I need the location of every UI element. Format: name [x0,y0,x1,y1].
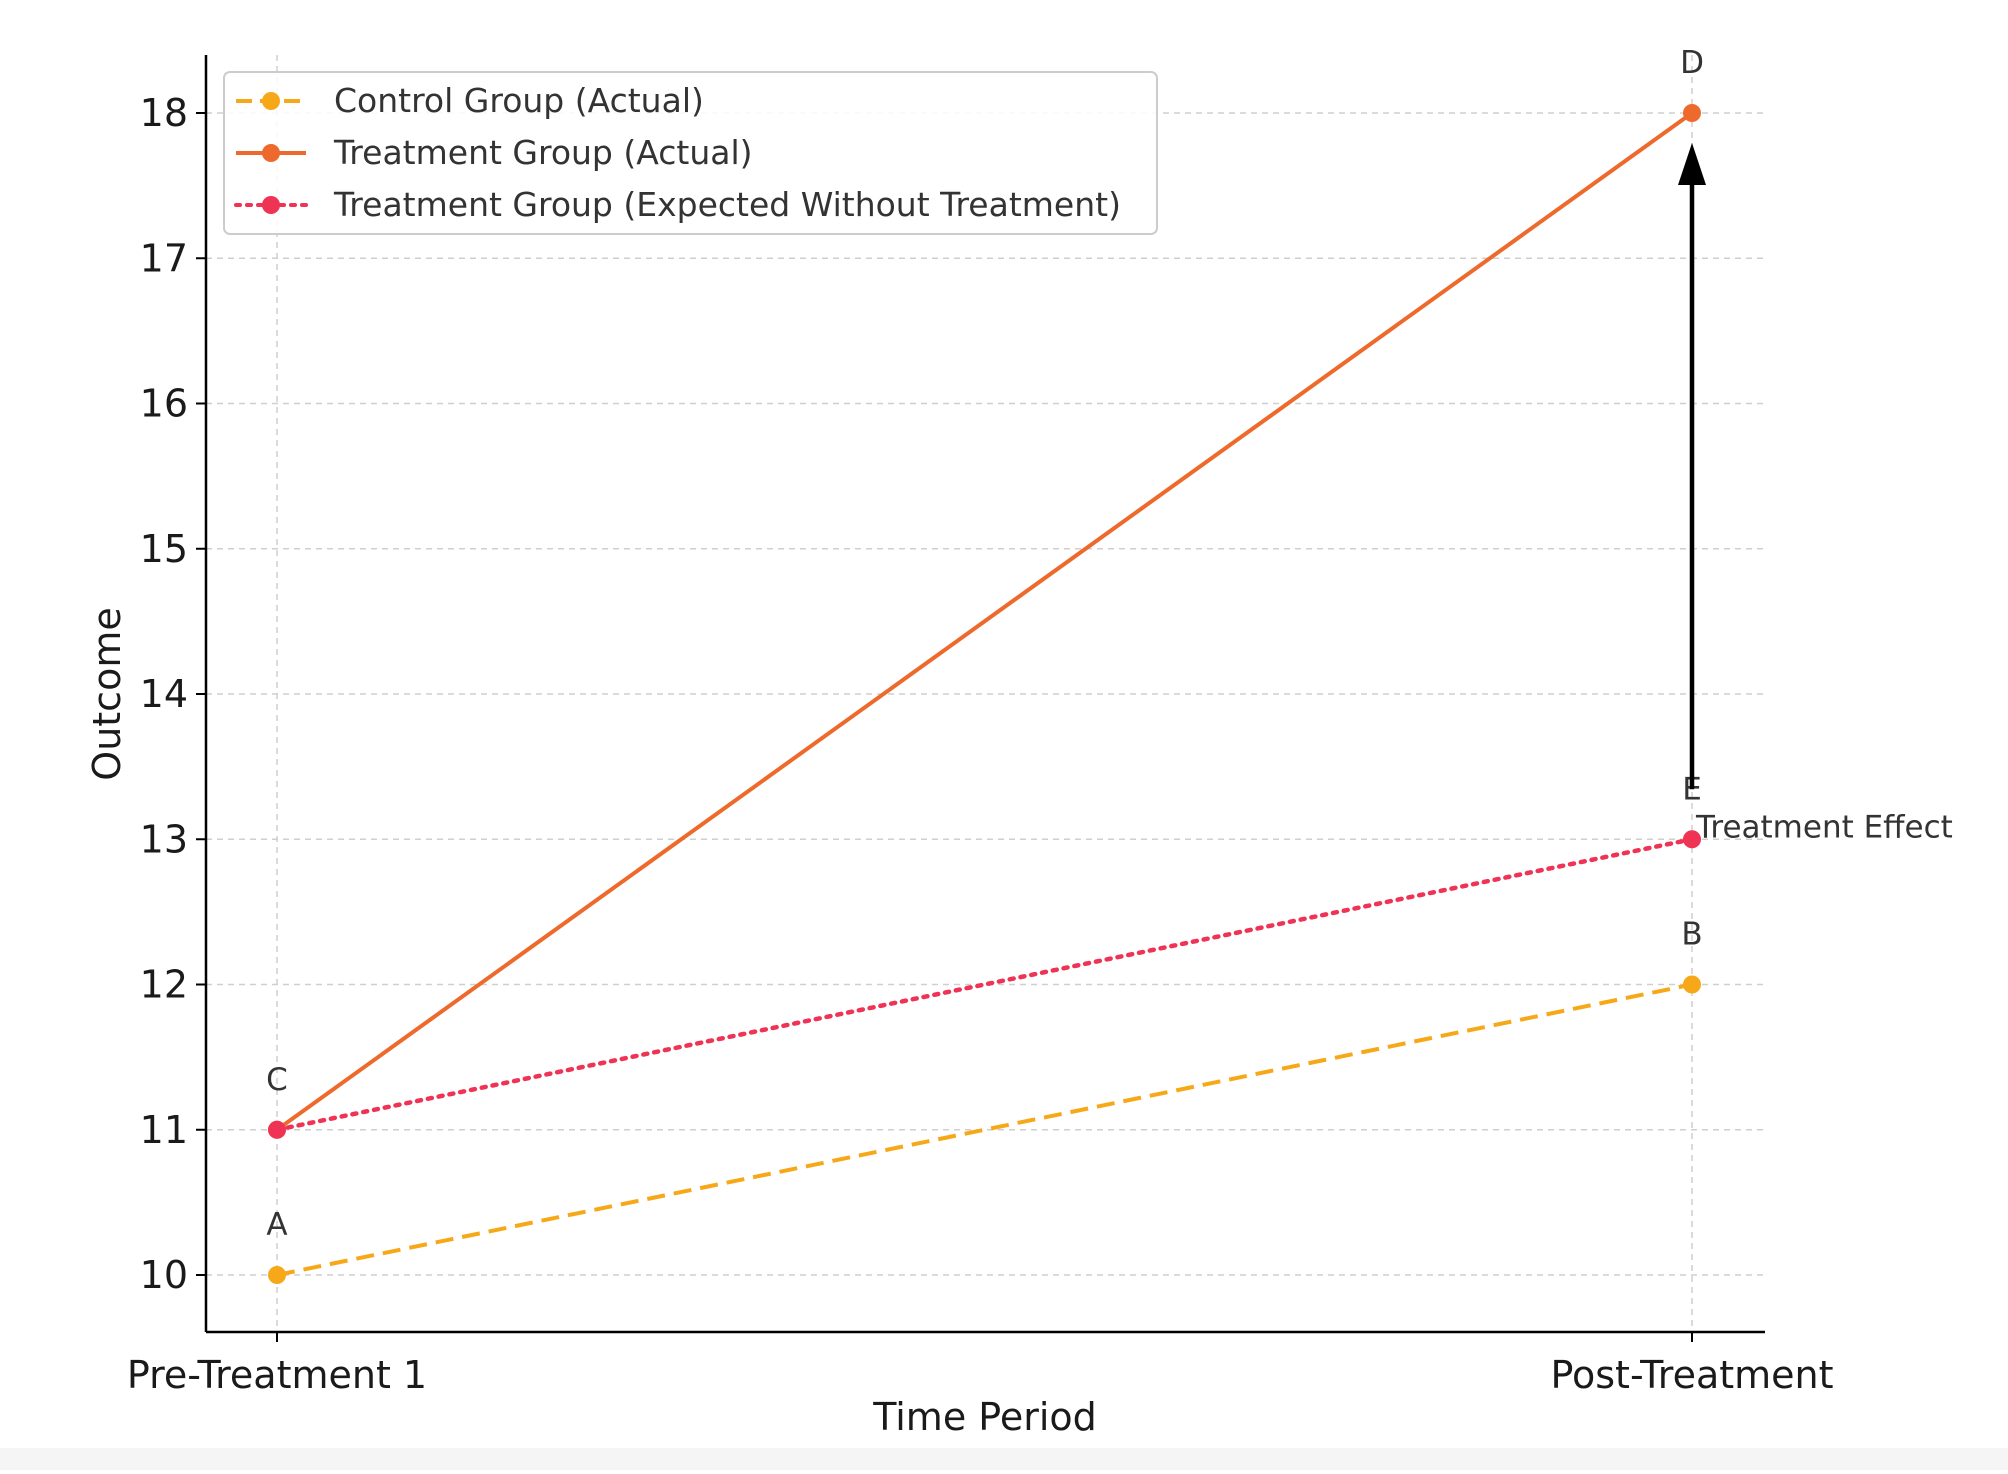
y-axis-label: Outcome [85,607,129,780]
series-line [275,111,1694,1132]
annotation-arrow-head [1678,143,1706,185]
data-point [268,1120,286,1139]
y-tick-label: 14 [140,672,188,716]
point-label: B [1681,917,1702,953]
y-tick-label: 16 [140,382,188,426]
point-label: D [1680,45,1704,81]
y-tick-label: 18 [140,91,188,135]
data-point [1683,830,1701,849]
data-point [1683,104,1701,122]
y-tick-label: 12 [140,963,188,1007]
legend-box [223,71,1158,235]
series: ABCDE [266,45,1704,1284]
x-tick-label: Pre-Treatment 1 [127,1353,427,1397]
x-tick-label: Post-Treatment [1550,1353,1833,1397]
legend-entry: Treatment Group (Expected Without Treatm… [333,185,1121,224]
data-point [268,1266,286,1284]
annotation-label: Treatment Effect [1695,809,1953,845]
legend-entry: Treatment Group (Actual) [333,133,753,172]
legend-swatch-marker [262,196,280,214]
legend-swatch-marker [262,92,280,110]
y-tick-label: 11 [140,1108,188,1152]
series-line [274,837,1695,1132]
y-tick-label: 13 [140,817,188,861]
legend-swatch-marker [262,144,280,162]
y-tick-label: 10 [140,1253,188,1297]
x-axis-label: Time Period [872,1395,1097,1439]
legend-entry: Control Group (Actual) [334,81,704,120]
point-label: C [266,1062,288,1098]
series-line [276,982,1693,1277]
data-point [1683,975,1701,994]
legend: Control Group (Actual) Treatment Group (A… [223,71,1158,235]
y-tick-label: 15 [140,527,188,571]
y-tick-label: 17 [140,236,188,280]
point-label: A [266,1207,287,1243]
grid [206,55,1765,1332]
tick-labels: 10 11 12 13 14 15 16 17 18 Pre-Treatment 1 Post-Tr… [127,91,1834,1397]
annotations: Treatment Effect [1678,143,1953,845]
bottom-strip [0,1448,2008,1470]
